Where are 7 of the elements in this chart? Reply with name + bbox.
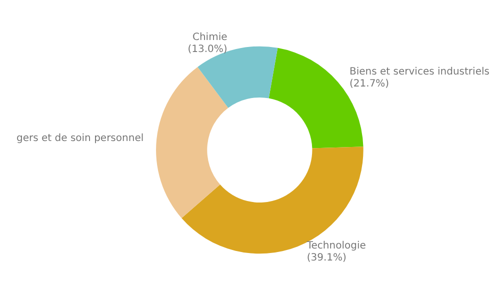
slice-label: gers et de soin personnel [16, 132, 144, 144]
slice-label: Technologie [306, 240, 366, 252]
data-label: (13.0%) [188, 44, 228, 55]
slice-label: Chimie [192, 32, 228, 43]
slice-label: Biens et services industriels [350, 66, 490, 78]
data-label: (39.1%) [306, 252, 347, 264]
data-label: (21.7%) [350, 78, 390, 90]
